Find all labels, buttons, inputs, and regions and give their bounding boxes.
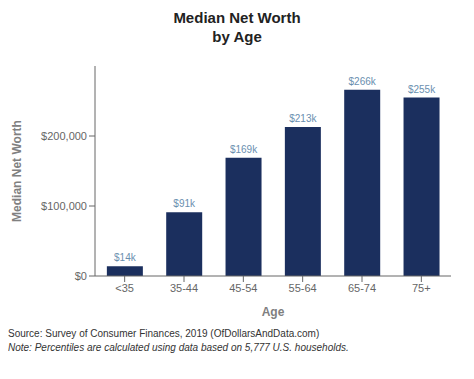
svg-text:35-44: 35-44 xyxy=(170,282,198,294)
svg-text:45-54: 45-54 xyxy=(229,282,257,294)
svg-text:$169k: $169k xyxy=(230,144,258,155)
svg-text:65-74: 65-74 xyxy=(348,282,376,294)
svg-text:$213k: $213k xyxy=(289,113,317,124)
svg-text:75+: 75+ xyxy=(412,282,431,294)
svg-text:$200,000: $200,000 xyxy=(41,130,87,142)
svg-text:Median Net Worth: Median Net Worth xyxy=(10,120,24,222)
html-text:Median Net Worth: Median Net Worth xyxy=(173,9,301,26)
svg-text:Age: Age xyxy=(262,305,285,319)
svg-text:55-64: 55-64 xyxy=(289,282,317,294)
svg-text:$100,000: $100,000 xyxy=(41,200,87,212)
html-text:Source: Survey of Consumer Fin: Source: Survey of Consumer Finances, 201… xyxy=(8,328,320,339)
html-text:by Age: by Age xyxy=(212,28,262,45)
svg-text:$255k: $255k xyxy=(408,84,436,95)
svg-text:$91k: $91k xyxy=(173,198,196,209)
svg-text:$0: $0 xyxy=(75,270,87,282)
svg-text:$14k: $14k xyxy=(114,252,137,263)
svg-text:$266k: $266k xyxy=(349,76,377,87)
html-text:Note: Percentiles are calculat: Note: Percentiles are calculated using d… xyxy=(8,342,349,353)
svg-text:<35: <35 xyxy=(115,282,134,294)
